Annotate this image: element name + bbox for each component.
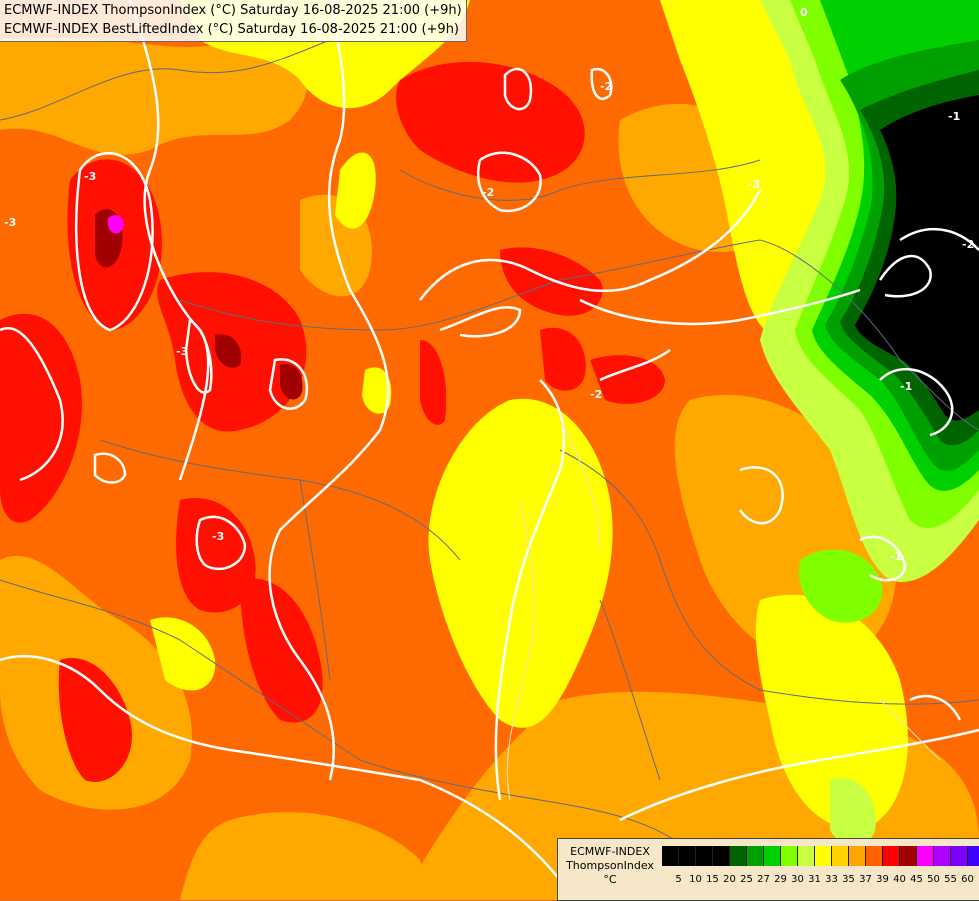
- legend-swatch: [764, 846, 781, 866]
- contour-label: -3: [176, 345, 188, 358]
- legend-tick: 39: [874, 874, 891, 885]
- contour-label: -2: [962, 238, 974, 251]
- contour-label: -1: [948, 110, 960, 123]
- legend-swatches: [662, 846, 979, 866]
- legend-tick: 45: [908, 874, 925, 885]
- header-line-lifted: ECMWF-INDEX BestLiftedIndex (°C) Saturda…: [4, 20, 462, 39]
- contour-label: -2: [482, 186, 494, 199]
- legend-tick: 10: [687, 874, 704, 885]
- legend-swatch: [866, 846, 883, 866]
- legend-tick: 25: [738, 874, 755, 885]
- legend-swatch: [849, 846, 866, 866]
- legend-swatch: [730, 846, 747, 866]
- legend-swatch: [747, 846, 764, 866]
- legend-swatch: [662, 846, 679, 866]
- legend-model: ECMWF-INDEX: [558, 845, 662, 859]
- legend-ticks: 5 10 15 20 25 27 29 30 31 33 35 37 39 40 45 50 55 60: [670, 874, 976, 885]
- legend-swatch: [713, 846, 730, 866]
- contour-label: -3: [84, 170, 96, 183]
- legend-tick: 30: [789, 874, 806, 885]
- legend-swatch: [883, 846, 900, 866]
- legend-tick: 37: [857, 874, 874, 885]
- legend-tick: 29: [772, 874, 789, 885]
- color-legend: ECMWF-INDEX ThompsonIndex °C 5 10 15 20 25 27…: [557, 838, 979, 901]
- legend-swatch: [679, 846, 696, 866]
- legend-tick: 40: [891, 874, 908, 885]
- legend-tick: 27: [755, 874, 772, 885]
- legend-tick: 5: [670, 874, 687, 885]
- legend-tick: 55: [942, 874, 959, 885]
- legend-swatch: [951, 846, 968, 866]
- legend-swatch: [968, 846, 979, 866]
- map-header: ECMWF-INDEX ThompsonIndex (°C) Saturday …: [0, 0, 467, 42]
- legend-variable: ThompsonIndex: [558, 859, 662, 873]
- legend-tick: 15: [704, 874, 721, 885]
- legend-tick: 33: [823, 874, 840, 885]
- legend-swatch: [798, 846, 815, 866]
- contour-label: 0: [800, 6, 808, 19]
- legend-swatch: [900, 846, 917, 866]
- contour-label: -1: [900, 380, 912, 393]
- contour-label: -2: [590, 388, 602, 401]
- legend-tick: 20: [721, 874, 738, 885]
- legend-swatch: [917, 846, 934, 866]
- contour-label: -3: [748, 178, 760, 191]
- legend-swatch: [832, 846, 849, 866]
- legend-unit: °C: [558, 873, 662, 887]
- header-line-thompson: ECMWF-INDEX ThompsonIndex (°C) Saturday …: [4, 1, 462, 20]
- legend-swatch: [934, 846, 951, 866]
- legend-swatch: [696, 846, 713, 866]
- legend-swatch: [815, 846, 832, 866]
- contour-label: -3: [212, 530, 224, 543]
- legend-tick: 35: [840, 874, 857, 885]
- contour-label: -1: [890, 550, 902, 563]
- contour-label: -3: [4, 216, 16, 229]
- legend-tick: 60: [959, 874, 976, 885]
- legend-title: ECMWF-INDEX ThompsonIndex °C: [558, 845, 662, 887]
- legend-tick: 50: [925, 874, 942, 885]
- legend-tick: 31: [806, 874, 823, 885]
- contour-label: -2: [600, 80, 612, 93]
- legend-swatch: [781, 846, 798, 866]
